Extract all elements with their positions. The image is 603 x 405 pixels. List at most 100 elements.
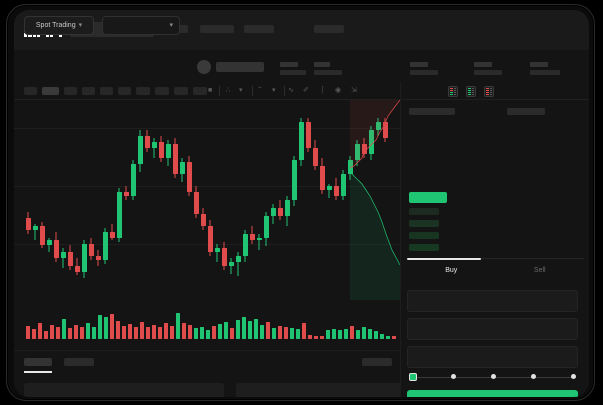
orderbook-ask-row[interactable] [519,132,545,139]
bottom-tab-0[interactable] [24,358,52,366]
order-total-field[interactable] [407,346,578,368]
volume-bar [44,331,48,339]
order-history-panel[interactable] [236,383,422,397]
trend-line-icon[interactable]: ∿ [288,87,294,94]
orderbook-ask-row[interactable] [519,156,545,163]
timeframe-2[interactable] [64,87,77,95]
volume-bar [152,325,156,339]
fullscreen-icon[interactable]: ⇲ [351,87,357,94]
orderbook-ask-row[interactable] [519,168,545,175]
orderbook-view-both-icon[interactable] [448,86,458,97]
market-subheader [14,50,589,82]
candle [186,156,192,196]
candle [123,186,129,200]
timeframe-9[interactable] [193,87,207,95]
trade-tabs-track [407,258,584,259]
orderbook-ask-row[interactable] [409,108,455,115]
orderbook-ask-row[interactable] [519,180,545,187]
timeframe-6[interactable] [136,87,150,95]
volume-bar [56,327,60,339]
nav-item-3[interactable] [314,25,344,33]
volume-bar [182,323,186,339]
order-amount-slider[interactable] [409,373,579,382]
volume-bar [32,329,36,339]
settings-gear-icon[interactable]: ◉ [335,87,342,94]
volume-bar [146,327,150,339]
orderbook-trade-panel: Buy Sell [400,100,589,397]
timeframe-4[interactable] [100,87,113,95]
orderbook-ask-row[interactable] [409,180,439,187]
candle [151,138,157,158]
indicators-icon[interactable]: ∴ [226,87,231,94]
candle [235,252,241,276]
orderbook-bid-row[interactable] [409,244,439,251]
timeframe-8[interactable] [174,87,188,95]
orderbook-bid-row[interactable] [519,232,545,239]
slider-stop-100[interactable] [571,374,576,379]
slider-stop-75[interactable] [531,374,536,379]
timeframe-3[interactable] [82,87,95,95]
orderbook-ask-row[interactable] [519,120,545,127]
submit-buy-button[interactable] [407,390,578,397]
candle [144,130,150,152]
volume-bar [344,329,348,339]
orderbook-bid-row[interactable] [409,220,439,227]
candle [200,208,206,230]
price-chart[interactable] [14,100,400,300]
volume-bar [368,329,372,339]
bottom-action-0[interactable] [362,358,392,366]
volume-bar [128,324,132,339]
orderbook-best-price[interactable] [409,192,447,203]
volume-bar [248,321,252,339]
pair-select-dropdown[interactable]: ▾ [102,16,180,35]
orderbook-ask-row[interactable] [409,156,439,163]
timeframe-5[interactable] [118,87,131,95]
alert-bell-icon[interactable]: ⎰ [319,87,326,94]
candle [25,212,31,234]
draw-pencil-icon[interactable]: ✐ [303,87,309,94]
slider-handle-icon[interactable] [409,373,417,381]
orderbook-ask-row[interactable] [409,132,439,139]
volume-bar [140,322,144,339]
orderbook-bid-row[interactable] [519,244,545,251]
slider-stop-50[interactable] [491,374,496,379]
nav-item-1[interactable] [200,25,234,33]
candlestick-type-icon[interactable]: ■ [208,87,213,94]
orderbook-bid-row[interactable] [519,220,545,227]
orderbook-ask-row[interactable] [507,108,545,115]
orderbook-view-bids-icon[interactable] [466,86,476,97]
orderbook-bid-row[interactable] [409,232,439,239]
orderbook-ask-row[interactable] [409,168,439,175]
order-amount-field[interactable] [407,318,578,340]
timeframe-7[interactable] [155,87,169,95]
chart-style-chevron-icon[interactable]: ▾ [272,87,276,94]
open-orders-panel[interactable] [24,383,224,397]
tab-sell[interactable]: Sell [533,266,546,274]
timeframe-1[interactable] [42,87,59,95]
orderbook-ask-row[interactable] [519,144,545,151]
coin-avatar-icon [197,60,211,74]
orderbook-ask-row[interactable] [409,120,439,127]
trade-tabs: Buy Sell [407,260,584,282]
candle [319,158,325,194]
market-type-dropdown[interactable]: Spot Trading ▾ [24,16,94,35]
stat-2 [410,62,438,75]
orderbook-view-asks-icon[interactable] [484,86,494,97]
volume-bar [320,336,324,339]
indicators-chevron-icon[interactable]: ▾ [239,87,243,94]
slider-stop-25[interactable] [451,374,456,379]
volume-bar [374,331,378,339]
volume-bar [164,323,168,339]
bottom-tab-1[interactable] [64,358,94,366]
timeframe-0[interactable] [24,87,37,95]
order-price-field[interactable] [407,290,578,312]
volume-bar [38,323,42,339]
orderbook-ask-row[interactable] [409,144,439,151]
tab-buy[interactable]: Buy [445,266,458,274]
nav-item-2[interactable] [244,25,274,33]
chart-style-icon[interactable]: ‷ [258,87,262,94]
orderbook-bid-row[interactable] [409,208,439,215]
orderbook-ask-row[interactable] [519,192,545,199]
volume-bar [302,323,306,339]
volume-bar [380,334,384,339]
